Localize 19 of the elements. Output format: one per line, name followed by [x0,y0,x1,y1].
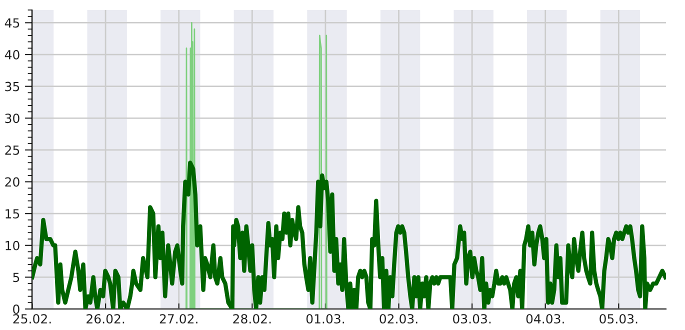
x-tick-label: 05.03. [600,314,638,324]
y-tick-label: 5 [13,272,20,282]
x-tick-label: 25.02. [13,314,51,324]
y-tick-label: 15 [6,209,20,218]
y-tick-label: 30 [5,114,20,124]
x-tick-label: 26.02. [86,314,124,324]
y-tick-label: 45 [4,18,20,28]
y-tick-label: 40 [4,50,20,60]
y-tick-label: 35 [5,82,20,92]
y-tick-label: 25 [5,145,20,155]
y-tick-label: 10 [6,240,20,250]
x-tick-label: 27.02. [160,314,198,324]
y-tick-label: 20 [5,177,20,187]
x-tick-label: 02.03. [380,314,418,324]
x-tick-label: 03.03. [453,314,491,324]
x-tick-label: 04.03. [526,314,564,324]
x-tick-label: 01.03. [306,314,344,324]
y-tick-label: 0 [13,304,20,314]
x-tick-label: 28.02. [233,314,271,324]
